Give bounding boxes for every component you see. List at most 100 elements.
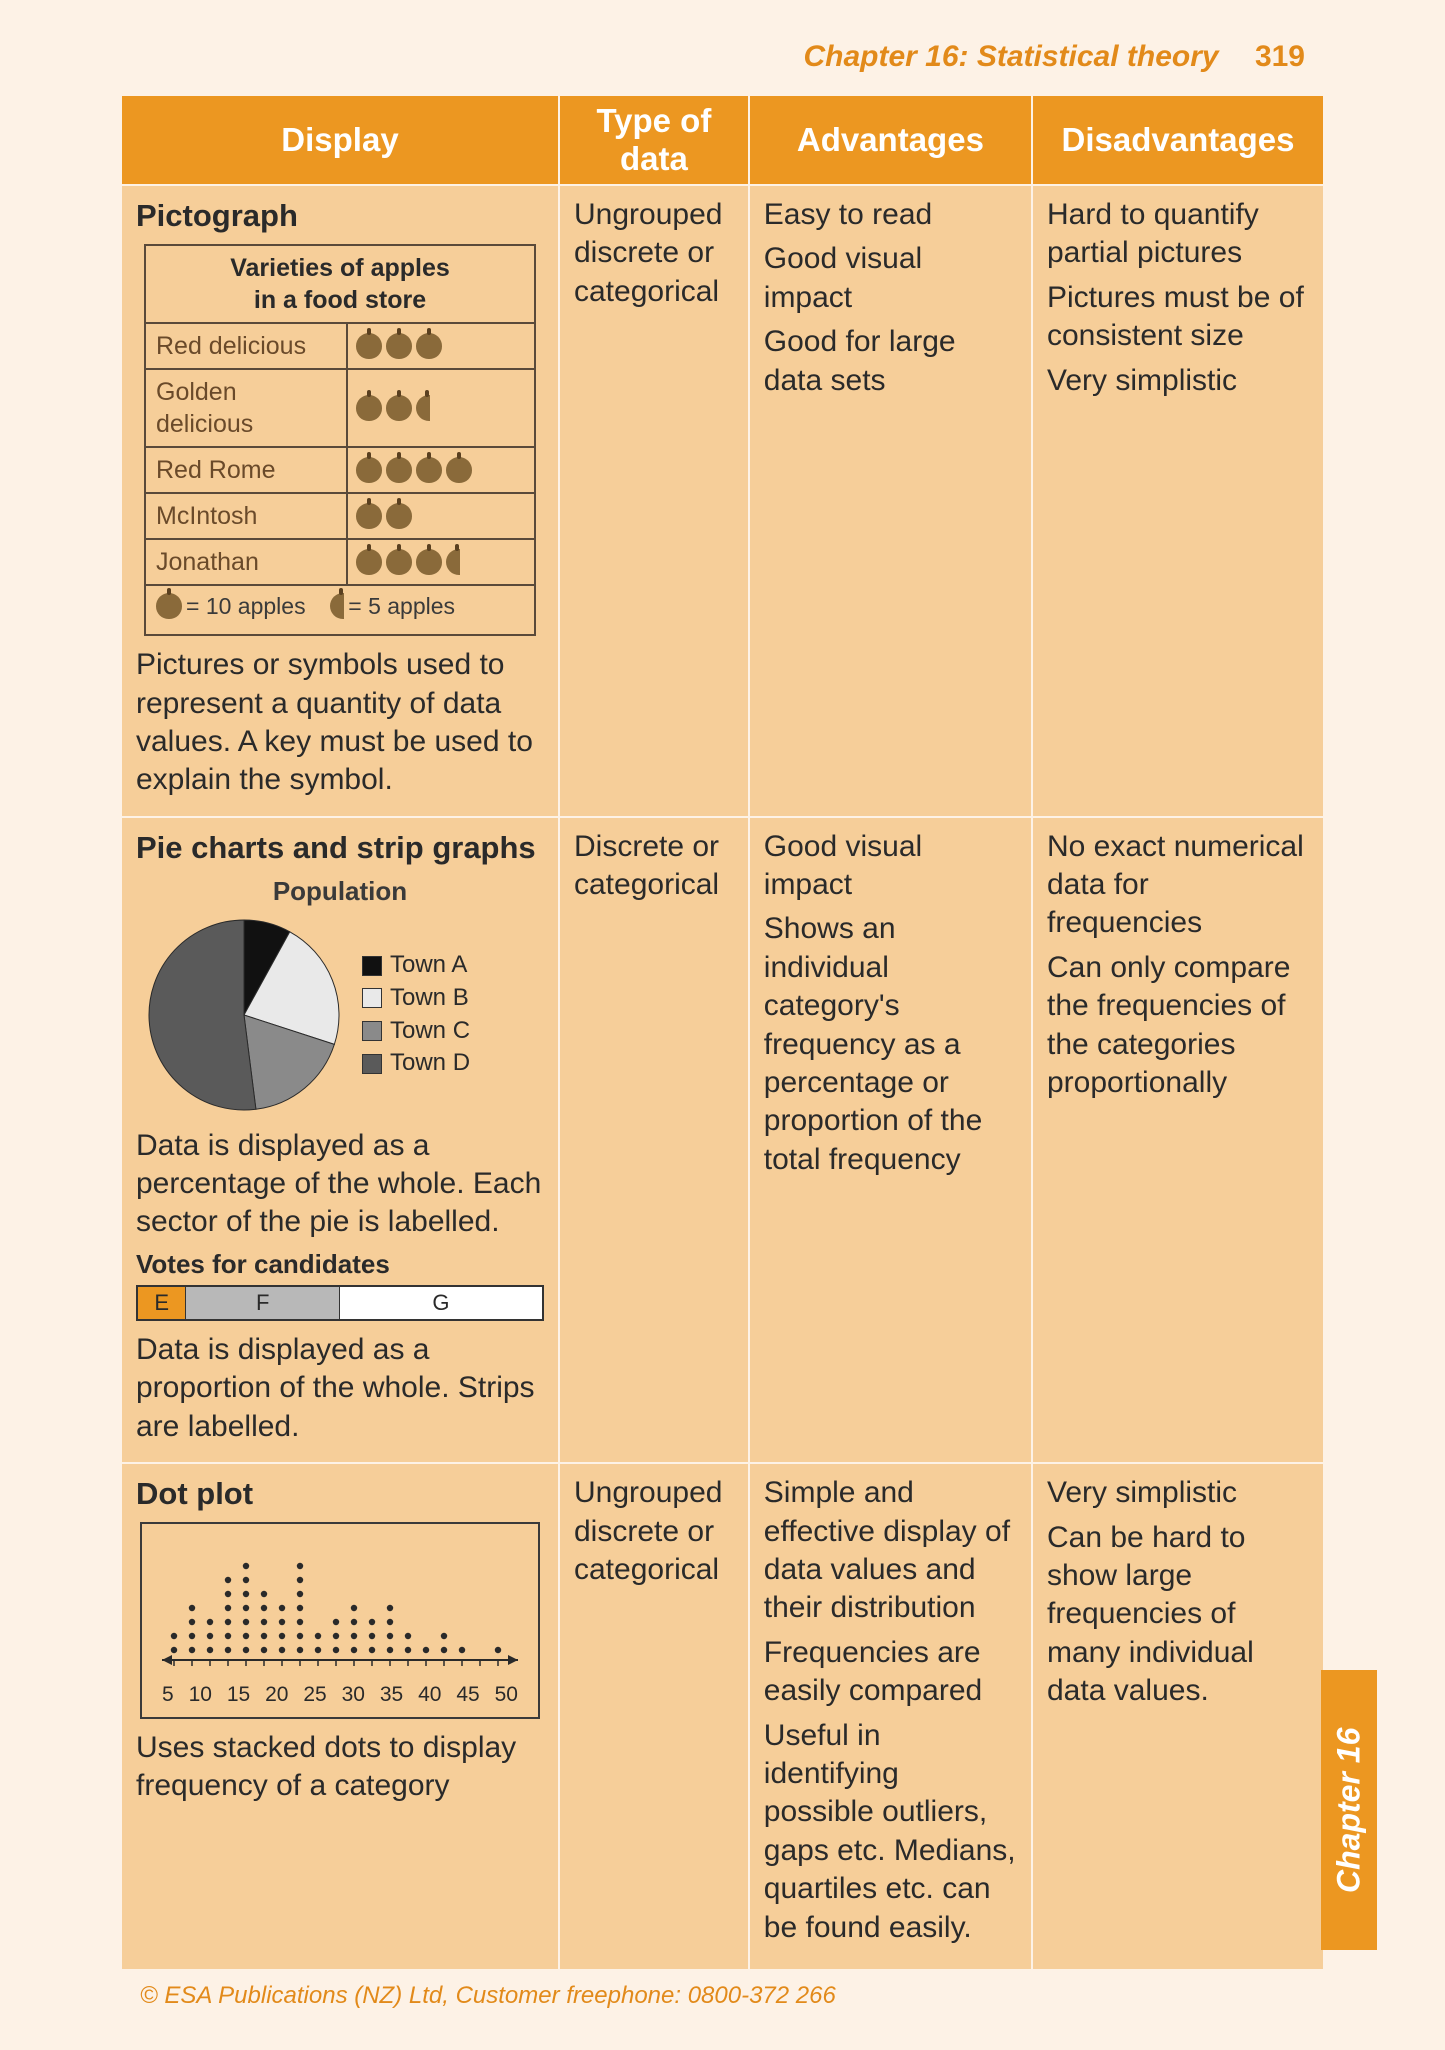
dot-plot-dot	[387, 1619, 393, 1625]
apple-half-icon	[330, 593, 344, 619]
display-cell: Dot plot 5101520253035404550 Uses stacke…	[121, 1463, 559, 1970]
axis-tick-label: 35	[380, 1682, 403, 1709]
disadvantages-cell: Hard to quantify partial picturesPicture…	[1032, 185, 1324, 817]
pictograph-row: Red delicious	[146, 324, 534, 370]
dot-plot-dot	[369, 1619, 375, 1625]
type-cell: Discrete or categorical	[559, 817, 749, 1464]
axis-tick-label: 30	[342, 1682, 365, 1709]
pictograph-value	[348, 448, 534, 494]
pictograph-value	[348, 370, 534, 448]
table-row: Dot plot 5101520253035404550 Uses stacke…	[121, 1463, 1324, 1970]
display-description: Uses stacked dots to display frequency o…	[136, 1729, 544, 1806]
dot-plot-dot	[243, 1563, 249, 1569]
strip-title: Votes for candidates	[136, 1248, 544, 1281]
dot-plot-dot	[351, 1647, 357, 1653]
dot-plot-box: 5101520253035404550	[140, 1522, 540, 1719]
display-title: Pie charts and strip graphs	[136, 828, 544, 868]
dot-plot-dot	[171, 1633, 177, 1639]
pictograph-row: Red Rome	[146, 448, 534, 494]
disadvantage-item: Can be hard to show large frequencies of…	[1047, 1519, 1309, 1711]
dot-plot-dot	[261, 1605, 267, 1611]
dot-plot-dot	[225, 1605, 231, 1611]
dot-plot-dot	[333, 1619, 339, 1625]
advantages-cell: Good visual impactShows an individual ca…	[749, 817, 1032, 1464]
table-row: Pie charts and strip graphs Population T…	[121, 817, 1324, 1464]
dot-plot-dot	[297, 1633, 303, 1639]
pie-description: Data is displayed as a percentage of the…	[136, 1127, 544, 1242]
dot-plot-dot	[261, 1619, 267, 1625]
strip-segment: F	[186, 1287, 340, 1319]
pictograph-row: Jonathan	[146, 540, 534, 584]
disadvantage-item: Pictures must be of consistent size	[1047, 279, 1309, 356]
dot-plot-dot	[207, 1647, 213, 1653]
pictograph-caption: Varieties of applesin a food store	[146, 246, 534, 324]
pictograph-row: McIntosh	[146, 494, 534, 540]
pictograph-row: Golden delicious	[146, 370, 534, 448]
dot-plot-dot	[261, 1633, 267, 1639]
legend-swatch	[362, 1054, 382, 1074]
legend-swatch	[362, 988, 382, 1008]
col-disadvantages-header: Disadvantages	[1032, 95, 1324, 185]
strip-description: Data is displayed as a proportion of the…	[136, 1331, 544, 1446]
apple-icon	[416, 549, 442, 575]
apple-icon	[356, 503, 382, 529]
axis-tick-label: 25	[303, 1682, 326, 1709]
advantages-cell: Simple and effective display of data val…	[749, 1463, 1032, 1970]
main-content: Display Type of data Advantages Disadvan…	[120, 94, 1325, 1971]
dot-plot-dot	[423, 1647, 429, 1653]
legend-item: Town A	[362, 950, 470, 981]
pie-chart	[144, 915, 344, 1115]
dot-plot-dot	[405, 1633, 411, 1639]
dot-plot-dot	[225, 1619, 231, 1625]
dot-plot-dot	[297, 1619, 303, 1625]
apple-half-icon	[446, 549, 460, 575]
dot-plot-dot	[207, 1633, 213, 1639]
dot-plot-dot	[351, 1605, 357, 1611]
dot-plot-dot	[225, 1633, 231, 1639]
apple-half-icon	[416, 395, 430, 421]
dot-plot-axis-labels: 5101520253035404550	[160, 1678, 520, 1709]
pictograph-key: = 10 apples = 5 apples	[146, 584, 534, 634]
dot-plot-dot	[369, 1647, 375, 1653]
dot-plot-dot	[243, 1619, 249, 1625]
pictograph-label: McIntosh	[146, 494, 348, 540]
disadvantages-cell: No exact numerical data for frequenciesC…	[1032, 817, 1324, 1464]
dot-plot-dot	[189, 1633, 195, 1639]
dot-plot-dot	[369, 1633, 375, 1639]
disadvantage-item: No exact numerical data for frequencies	[1047, 828, 1309, 943]
dot-plot-dot	[387, 1605, 393, 1611]
dot-plot-dot	[333, 1647, 339, 1653]
pie-slice	[149, 920, 256, 1110]
dot-plot-dot	[459, 1647, 465, 1653]
legend-label: Town C	[390, 1016, 470, 1047]
table-row: Pictograph Varieties of applesin a food …	[121, 185, 1324, 817]
disadvantages-cell: Very simplisticCan be hard to show large…	[1032, 1463, 1324, 1970]
disadvantage-item: Hard to quantify partial pictures	[1047, 196, 1309, 273]
advantage-item: Frequencies are easily compared	[764, 1634, 1017, 1711]
dot-plot-dot	[315, 1647, 321, 1653]
axis-tick-label: 10	[189, 1682, 212, 1709]
dot-plot	[160, 1538, 520, 1678]
type-cell: Ungrouped discrete or categorical	[559, 185, 749, 817]
advantage-item: Good visual impact	[764, 828, 1017, 905]
page-header: Chapter 16: Statistical theory 319	[0, 0, 1445, 94]
legend-label: Town B	[390, 983, 469, 1014]
dot-plot-dot	[315, 1633, 321, 1639]
apple-icon	[356, 333, 382, 359]
advantage-item: Good visual impact	[764, 240, 1017, 317]
apple-icon	[156, 593, 182, 619]
legend-item: Town C	[362, 1016, 470, 1047]
pictograph-label: Red Rome	[146, 448, 348, 494]
display-title: Pictograph	[136, 196, 544, 236]
pie-legend: Town ATown BTown CTown D	[362, 948, 470, 1081]
dot-plot-dot	[333, 1633, 339, 1639]
legend-swatch	[362, 1021, 382, 1041]
legend-label: Town D	[390, 1048, 470, 1079]
page-number: 319	[1255, 40, 1305, 73]
apple-icon	[386, 503, 412, 529]
dot-plot-dot	[243, 1605, 249, 1611]
dot-plot-dot	[225, 1577, 231, 1583]
dot-plot-dot	[405, 1647, 411, 1653]
dot-plot-dot	[297, 1591, 303, 1597]
dot-plot-dot	[495, 1647, 501, 1653]
